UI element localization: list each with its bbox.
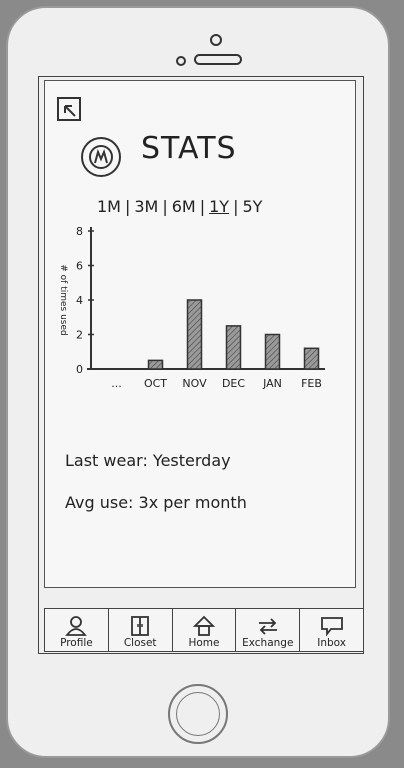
- y-tick-label: 4: [76, 294, 83, 307]
- y-tick-label: 8: [76, 225, 83, 238]
- tab-home[interactable]: Home: [173, 609, 237, 651]
- avg-use-text: Avg use: 3x per month: [65, 493, 247, 512]
- range-1m[interactable]: 1M: [97, 197, 121, 216]
- home-button-ring: [176, 692, 220, 736]
- time-range-selector: 1M | 3M | 6M | 1Y | 5Y: [97, 197, 263, 216]
- range-3m[interactable]: 3M: [134, 197, 159, 216]
- usage-bar-chart: 0 2 4 6 8 # of times used... OCT NOV DEC JAN FEB: [58, 225, 325, 390]
- range-1y[interactable]: 1Y: [209, 197, 230, 216]
- x-tick-label: FEB: [301, 377, 322, 390]
- tab-inbox-label: Inbox: [317, 637, 346, 649]
- speaker-slot: [194, 54, 242, 65]
- tab-exchange-label: Exchange: [242, 637, 294, 649]
- screen-bezel: [38, 76, 364, 654]
- app-logo: [81, 137, 121, 177]
- y-tick-label: 0: [76, 363, 83, 376]
- x-tick-label: JAN: [262, 377, 282, 390]
- phone-home-button[interactable]: [168, 684, 228, 744]
- bar-nov: [186, 299, 203, 370]
- bar-dec: [225, 325, 242, 370]
- camera-dot: [176, 56, 186, 66]
- stats-screen: STATS 1M | 3M | 6M | 1Y | 5Y 0 2 4 6 8 # of times use…: [44, 80, 356, 588]
- back-button[interactable]: [57, 97, 81, 121]
- sensor-dot: [210, 34, 222, 46]
- x-tick-label: DEC: [222, 377, 245, 390]
- logo-icon: [89, 145, 113, 169]
- tab-closet-label: Closet: [123, 637, 157, 649]
- bottom-tab-bar: Profile Closet Home Exchange Inbox: [44, 608, 364, 652]
- home-icon: [192, 615, 216, 636]
- tab-home-label: Home: [188, 637, 220, 649]
- person-icon: [65, 616, 88, 636]
- x-tick-label: OCT: [144, 377, 167, 390]
- tab-inbox[interactable]: Inbox: [300, 609, 363, 651]
- closet-icon: [131, 616, 150, 636]
- y-axis-label: # of times used: [58, 264, 68, 335]
- exchange-icon: [258, 618, 277, 635]
- x-tick-label: NOV: [182, 377, 207, 390]
- range-6m[interactable]: 6M: [171, 197, 196, 216]
- bar-oct: [147, 359, 164, 370]
- inbox-icon: [320, 617, 343, 637]
- bar-jan: [264, 333, 281, 370]
- x-tick-label: ...: [111, 377, 122, 390]
- back-arrow-icon: [64, 105, 76, 117]
- page-title: STATS: [141, 131, 237, 166]
- tab-closet[interactable]: Closet: [109, 609, 173, 651]
- range-5y[interactable]: 5Y: [242, 197, 263, 216]
- tab-exchange[interactable]: Exchange: [236, 609, 301, 651]
- tab-profile-label: Profile: [60, 637, 93, 649]
- last-wear-text: Last wear: Yesterday: [65, 451, 231, 470]
- y-tick-label: 2: [76, 329, 83, 342]
- tab-profile[interactable]: Profile: [45, 609, 109, 651]
- bar-feb: [303, 347, 320, 370]
- y-tick-label: 6: [76, 260, 83, 273]
